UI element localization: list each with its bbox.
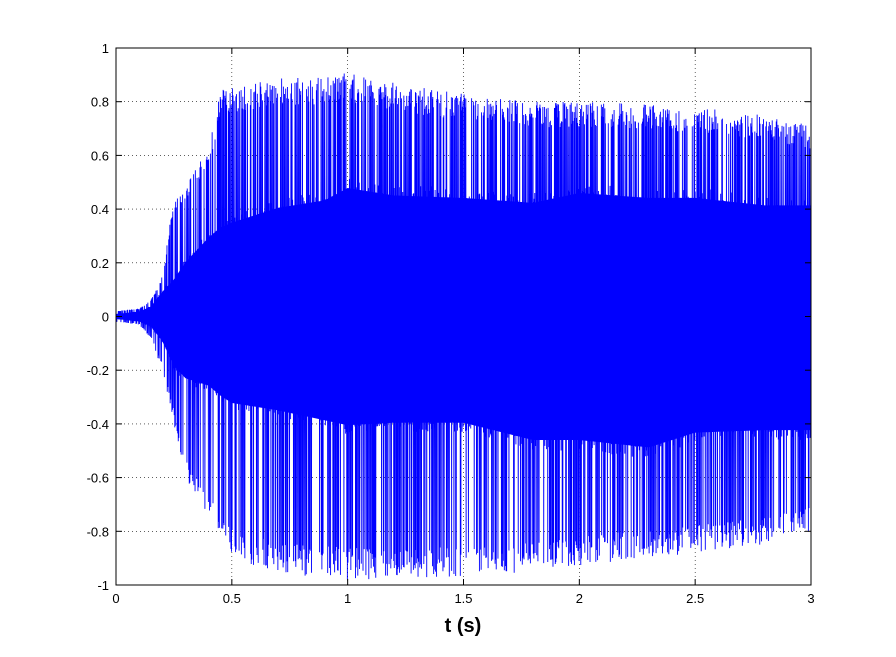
y-tick-label: -0.8: [87, 524, 109, 539]
y-tick-label: 0: [102, 310, 109, 325]
y-tick-labels: -1 -0.8 -0.6 -0.4 -0.2 0 0.2 0.4 0.6 0.8 1: [87, 41, 109, 593]
y-tick-label: 0.4: [91, 202, 109, 217]
x-tick-label: 3: [807, 591, 814, 606]
y-tick-label: -0.2: [87, 363, 109, 378]
waveform-series: [115, 73, 812, 580]
y-tick-label: 1: [102, 41, 109, 56]
y-tick-label: -0.4: [87, 417, 109, 432]
tick-marks: [115, 47, 812, 586]
x-tick-label: 0.5: [223, 591, 241, 606]
y-tick-label: -1: [97, 578, 109, 593]
waveform-core-band: [116, 188, 811, 448]
x-tick-label: 2.5: [686, 591, 704, 606]
x-tick-label: 0: [112, 591, 119, 606]
x-tick-label: 1.5: [454, 591, 472, 606]
y-tick-label: 0.2: [91, 256, 109, 271]
y-tick-label: 0.8: [91, 95, 109, 110]
x-tick-labels: 0 0.5 1 1.5 2 2.5 3: [112, 591, 814, 606]
x-axis-label: t (s): [445, 615, 482, 637]
x-tick-label: 1: [344, 591, 351, 606]
y-tick-label: -0.6: [87, 471, 109, 486]
plot-area: [115, 47, 812, 586]
x-tick-label: 2: [576, 591, 583, 606]
y-tick-label: 0.6: [91, 148, 109, 163]
